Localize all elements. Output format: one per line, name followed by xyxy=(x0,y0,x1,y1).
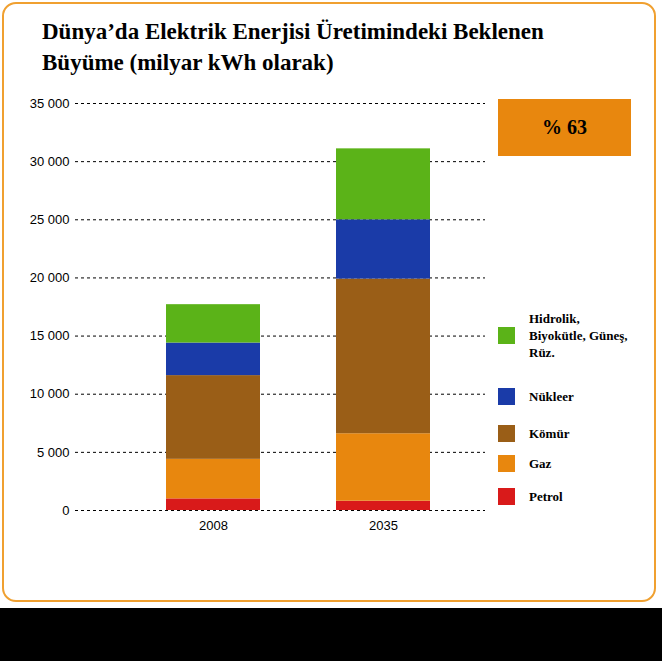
svg-text:20 000: 20 000 xyxy=(30,270,70,285)
svg-text:10 000: 10 000 xyxy=(30,386,70,401)
html-text:Gaz: Gaz xyxy=(529,456,552,471)
html-text:Hidrolik, Biyokütle, Güneş, Rü: Hidrolik, Biyokütle, Güneş, Rüz. xyxy=(529,311,628,360)
svg-text:2035: 2035 xyxy=(369,518,398,533)
svg-text:15 000: 15 000 xyxy=(30,328,70,343)
svg-text:35 000: 35 000 xyxy=(30,96,70,111)
svg-text:25 000: 25 000 xyxy=(30,212,70,227)
svg-text:5 000: 5 000 xyxy=(37,445,70,460)
svg-text:30 000: 30 000 xyxy=(30,154,70,169)
svg-text:0: 0 xyxy=(62,503,69,518)
svg-text:2008: 2008 xyxy=(199,518,228,533)
html-text:Kömür: Kömür xyxy=(529,426,570,441)
html-text:% 63: % 63 xyxy=(542,116,587,138)
html-text:Petrol: Petrol xyxy=(529,489,563,504)
html-text:Dünya’da Elektrik Enerjisi Üre: Dünya’da Elektrik Enerjisi Üretimindeki … xyxy=(42,19,544,75)
html-text:Nükleer: Nükleer xyxy=(529,389,574,404)
